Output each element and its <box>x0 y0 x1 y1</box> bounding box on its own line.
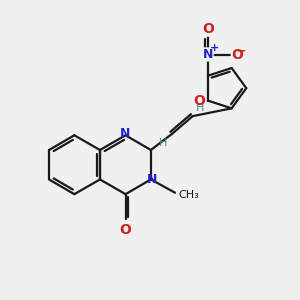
Text: O: O <box>202 22 214 36</box>
Text: N: N <box>120 127 131 140</box>
Text: H: H <box>158 138 167 148</box>
Text: N: N <box>203 48 213 61</box>
Text: CH₃: CH₃ <box>178 190 199 200</box>
Text: O: O <box>120 223 131 237</box>
Text: N: N <box>147 173 158 186</box>
Text: H: H <box>196 103 205 112</box>
Text: O: O <box>232 47 243 61</box>
Text: O: O <box>193 94 205 108</box>
Text: +: + <box>210 43 219 53</box>
Text: −: − <box>236 44 247 58</box>
